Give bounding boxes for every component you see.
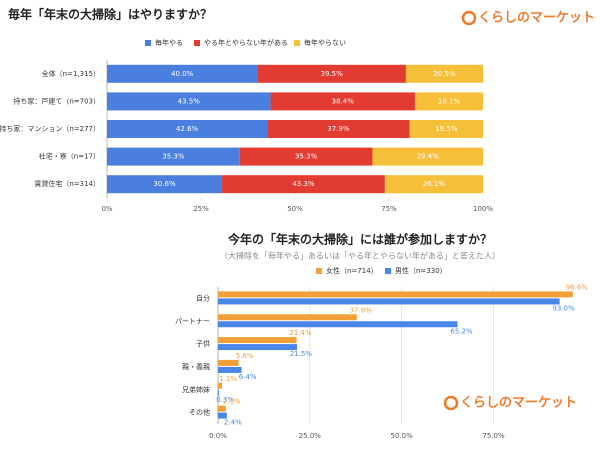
- y-tick-label: 賃貸住宅（n=314）: [34, 179, 100, 188]
- bar-segment: [270, 92, 415, 111]
- legend-label: 女性（n=714）: [326, 266, 378, 275]
- x-tick-label: 100%: [473, 205, 493, 213]
- value-label: 29.4%: [417, 153, 440, 161]
- value-label: 35.3%: [162, 153, 185, 161]
- value-label: 38.4%: [332, 97, 355, 105]
- y-tick-label: その他: [189, 408, 210, 417]
- legend-label: 男性（n=330）: [395, 266, 447, 275]
- y-tick-label: パートナー: [175, 317, 210, 325]
- bar-segment: [267, 120, 410, 138]
- x-tick-label: 25%: [193, 205, 209, 213]
- y-tick-label: 持ち家：マンション（n=277）: [0, 124, 100, 133]
- bar: [218, 405, 226, 412]
- chart-title: 毎年「年末の大掃除」はやりますか？: [8, 7, 212, 22]
- value-label: 96.6%: [566, 283, 589, 291]
- legend-swatch: [316, 268, 322, 274]
- bar-segment: [107, 64, 258, 83]
- bar-segment: [107, 175, 223, 194]
- bar-segment: [414, 92, 483, 111]
- value-label: 93.0%: [552, 304, 575, 312]
- value-label: 19.5%: [435, 125, 458, 133]
- y-tick-label: 社宅・寮（n=17）: [39, 152, 100, 161]
- value-label: 42.6%: [176, 125, 199, 133]
- y-tick-label: 全体（n=1,315）: [42, 69, 100, 78]
- bar-segment: [405, 64, 483, 83]
- value-label: 40.0%: [171, 70, 194, 78]
- x-tick-label: 0.0%: [209, 432, 227, 440]
- value-label: 0.3%: [216, 396, 234, 404]
- logo: くらしのマーケット: [460, 396, 577, 411]
- legend-swatch: [145, 40, 151, 46]
- x-tick-label: 25.0%: [299, 432, 322, 440]
- bar-segment: [107, 147, 240, 166]
- bar-segment: [372, 147, 483, 166]
- bar: [218, 321, 458, 328]
- x-tick-label: 0%: [101, 205, 112, 213]
- y-tick-label: 子供: [196, 339, 210, 348]
- value-label: 21.4%: [289, 329, 312, 337]
- x-tick-label: 75.0%: [482, 432, 505, 440]
- chart-title: 今年の「年末の大掃除」には誰が参加しますか？: [227, 232, 492, 247]
- value-label: 2.4%: [224, 419, 242, 427]
- x-tick-label: 75%: [381, 205, 397, 213]
- bar-segment: [257, 64, 406, 83]
- logo-icon: [461, 10, 477, 26]
- y-tick-label: 持ち家：戸建て（n=703）: [13, 96, 100, 105]
- value-label: 26.1%: [423, 180, 446, 188]
- legend-swatch: [385, 268, 391, 274]
- bar: [218, 412, 227, 419]
- bar: [218, 382, 223, 389]
- bar: [218, 291, 573, 298]
- legend-swatch: [294, 40, 300, 46]
- bar: [218, 359, 239, 366]
- bar: [218, 337, 297, 344]
- legend-label: やる年とやらない年がある: [204, 38, 288, 47]
- value-label: 30.6%: [153, 180, 176, 188]
- value-label: 39.5%: [321, 70, 344, 78]
- bar-segment: [222, 175, 385, 194]
- logo: くらしのマーケット: [478, 11, 595, 26]
- legend-label: 毎年やる: [155, 38, 183, 47]
- value-label: 20.5%: [433, 70, 456, 78]
- value-label: 43.5%: [178, 97, 201, 105]
- bar-segment: [384, 175, 483, 194]
- value-label: 35.3%: [295, 153, 318, 161]
- bar-segment: [107, 120, 268, 138]
- value-label: 37.8%: [350, 306, 373, 314]
- value-label: 2.1%: [223, 398, 241, 406]
- value-label: 65.2%: [450, 327, 473, 335]
- value-label: 37.9%: [327, 125, 350, 133]
- bar-segment: [107, 92, 271, 111]
- x-tick-label: 50.0%: [391, 432, 414, 440]
- bar: [218, 344, 297, 351]
- chart-subtitle: （大掃除を「毎年やる」あるいは「やる年とやらない年がある」と答えた人）: [220, 251, 500, 261]
- bar: [218, 314, 357, 321]
- y-tick-label: 自分: [196, 293, 210, 302]
- value-label: 43.3%: [292, 180, 315, 188]
- bar-segment: [409, 120, 483, 138]
- bar-segment: [239, 147, 373, 166]
- value-label: 5.6%: [236, 352, 254, 360]
- y-tick-label: 親・義親: [182, 362, 210, 371]
- value-label: 21.5%: [290, 350, 313, 358]
- bar: [218, 389, 220, 396]
- legend-label: 毎年やらない: [304, 38, 346, 47]
- value-label: 6.4%: [239, 373, 257, 381]
- legend-swatch: [194, 40, 200, 46]
- x-tick-label: 50%: [287, 205, 303, 213]
- bar: [218, 366, 242, 373]
- logo-icon: [443, 395, 459, 411]
- value-label: 1.1%: [219, 375, 237, 383]
- y-tick-label: 兄弟姉妹: [182, 385, 210, 394]
- bar: [218, 298, 560, 305]
- value-label: 18.1%: [438, 97, 461, 105]
